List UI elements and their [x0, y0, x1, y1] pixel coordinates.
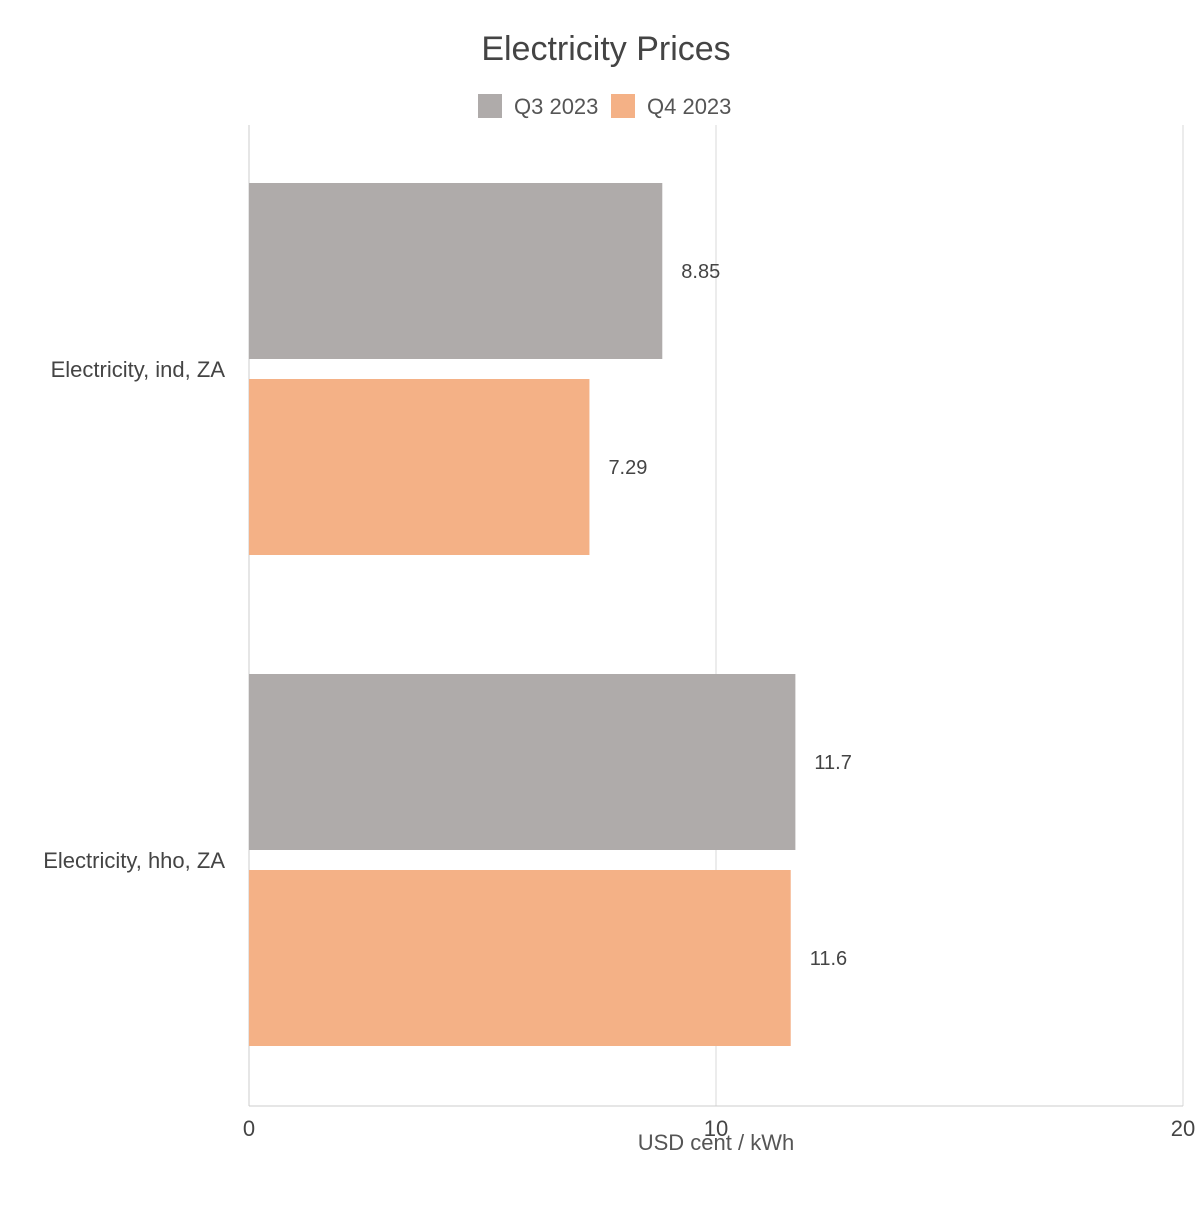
- legend: Q3 2023 Q4 2023: [478, 94, 731, 119]
- data-label: 11.6: [810, 948, 847, 970]
- category-labels: Electricity, ind, ZA Electricity, hho, ZA: [43, 357, 225, 873]
- bars: [249, 183, 796, 1046]
- bar: [249, 379, 590, 555]
- legend-label: Q3 2023: [514, 94, 598, 119]
- x-tick-label: 0: [243, 1116, 255, 1141]
- category-label: Electricity, ind, ZA: [51, 357, 226, 382]
- x-tick-label: 20: [1171, 1116, 1195, 1141]
- x-tick-label: 10: [704, 1116, 728, 1141]
- x-axis-ticks: 0 10 20: [243, 1116, 1195, 1141]
- chart-title: Electricity Prices: [481, 30, 730, 68]
- legend-swatch: [478, 94, 502, 118]
- legend-swatch: [611, 94, 635, 118]
- bar: [249, 870, 791, 1046]
- category-label: Electricity, hho, ZA: [43, 848, 225, 873]
- data-label: 11.7: [814, 752, 851, 774]
- bar: [249, 183, 663, 359]
- legend-label: Q4 2023: [647, 94, 731, 119]
- x-axis-title: USD cent / kWh: [638, 1130, 794, 1155]
- data-label: 7.29: [608, 457, 647, 479]
- bar: [249, 674, 796, 850]
- value-labels: 8.85 7.29 11.7 11.6: [608, 261, 851, 970]
- data-label: 8.85: [681, 261, 720, 283]
